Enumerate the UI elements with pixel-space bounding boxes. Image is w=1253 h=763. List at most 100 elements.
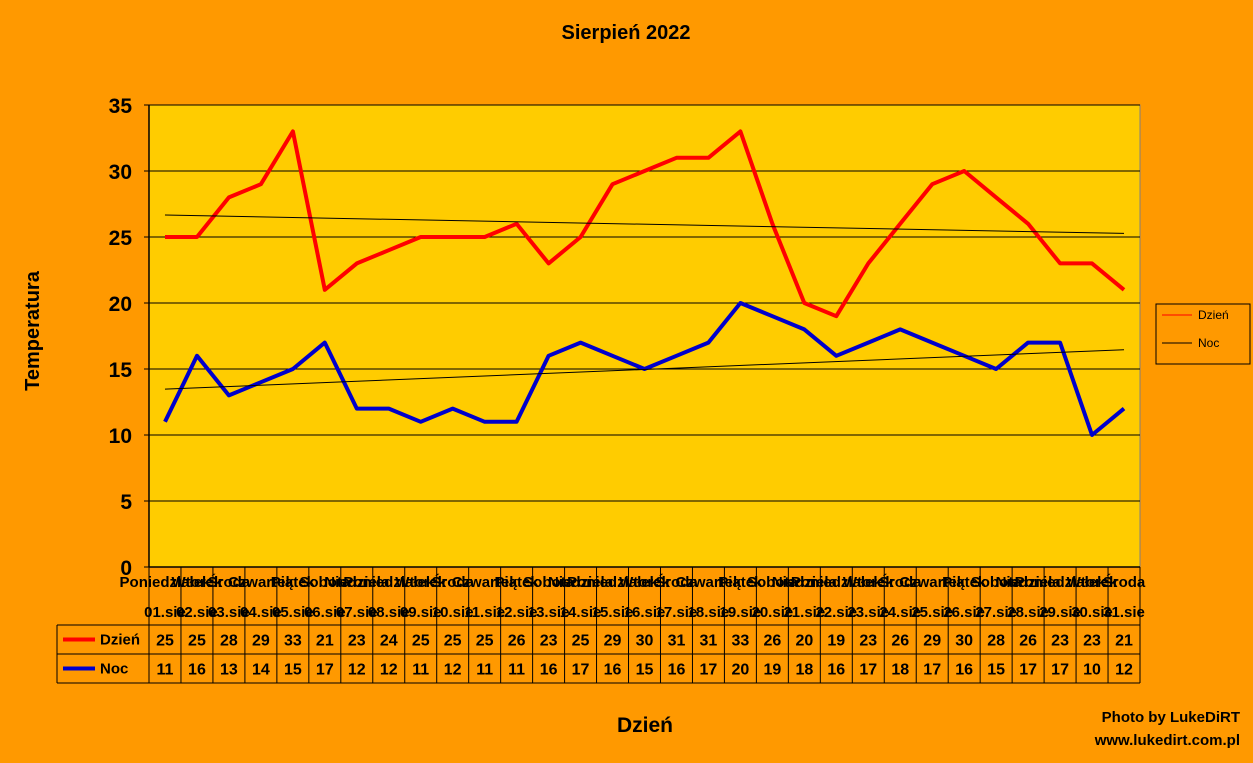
table-cell: 17	[1051, 662, 1069, 679]
table-cell: 23	[1051, 633, 1069, 650]
x-axis-label: Dzień	[617, 714, 673, 737]
x-weekday-label: Wtorek	[843, 574, 894, 591]
table-cell: 26	[763, 633, 781, 650]
table-cell: 17	[700, 662, 718, 679]
x-weekday-label: Poniedziałek	[343, 574, 435, 591]
x-tick-label: 20.sie	[752, 604, 794, 621]
table-cell: 20	[732, 662, 750, 679]
x-weekday-label: Poniedziałek	[791, 574, 883, 591]
x-weekday-label: Poniedziałek	[567, 574, 659, 591]
table-cell: 18	[891, 662, 909, 679]
table-cell: 16	[604, 662, 622, 679]
y-tick-label: 30	[109, 161, 132, 184]
table-cell: 26	[891, 633, 909, 650]
x-tick-label: 27.sie	[975, 604, 1017, 621]
x-tick-label: 23.sie	[847, 604, 889, 621]
x-tick-label: 14.sie	[560, 604, 602, 621]
x-tick-label: 29.sie	[1039, 604, 1081, 621]
x-weekday-label: Poniedziałek	[120, 574, 212, 591]
table-cell: 11	[508, 662, 525, 679]
table-cell: 26	[1019, 633, 1037, 650]
table-cell: 13	[220, 662, 238, 679]
table-series-label: Dzień	[100, 632, 140, 649]
table-cell: 30	[955, 633, 973, 650]
credit-website: www.lukedirt.com.pl	[1094, 732, 1240, 749]
x-weekday-label: Sobota	[299, 574, 350, 591]
y-tick-label: 25	[109, 227, 133, 250]
table-cell: 25	[572, 633, 590, 650]
x-weekday-label: Środa	[208, 573, 251, 591]
table-cell: 16	[188, 662, 206, 679]
table-cell: 18	[795, 662, 813, 679]
table-cell: 25	[444, 633, 462, 650]
x-weekday-label: Niedziela	[772, 574, 838, 591]
table-cell: 12	[348, 662, 366, 679]
table-cell: 23	[540, 633, 558, 650]
y-tick-label: 5	[120, 491, 132, 514]
table-cell: 12	[1115, 662, 1133, 679]
x-tick-label: 11.sie	[464, 604, 505, 621]
x-weekday-label: Wtorek	[1067, 574, 1118, 591]
table-cell: 23	[859, 633, 877, 650]
table-cell: 31	[668, 633, 686, 650]
x-tick-label: 08.sie	[368, 604, 410, 621]
table-cell: 17	[572, 662, 590, 679]
table-cell: 26	[508, 633, 526, 650]
legend	[1155, 303, 1251, 365]
x-tick-label: 03.sie	[208, 604, 250, 621]
x-weekday-label: Piątek	[495, 574, 540, 591]
x-weekday-label: Wtorek	[619, 574, 670, 591]
x-weekday-label: Czwartek	[676, 574, 743, 591]
x-weekday-label: Sobota	[971, 574, 1022, 591]
legend-label: Noc	[1198, 336, 1219, 350]
y-tick-label: 20	[109, 293, 132, 316]
x-weekday-label: Niedziela	[548, 574, 614, 591]
table-cell: 19	[827, 633, 845, 650]
x-weekday-label: Środa	[879, 573, 922, 591]
x-tick-label: 07.sie	[336, 604, 378, 621]
table-cell: 29	[923, 633, 941, 650]
table-cell: 14	[252, 662, 270, 679]
table-cell: 25	[156, 633, 174, 650]
table-cell: 11	[157, 662, 174, 679]
x-tick-label: 21.sie	[783, 604, 825, 621]
table-cell: 16	[540, 662, 558, 679]
table-cell: 19	[763, 662, 781, 679]
x-tick-label: 18.sie	[688, 604, 730, 621]
x-weekday-label: Piątek	[942, 574, 987, 591]
x-weekday-label: Środa	[1103, 573, 1146, 591]
x-tick-label: 28.sie	[1007, 604, 1049, 621]
x-tick-label: 12.sie	[496, 604, 538, 621]
x-tick-label: 31.sie	[1103, 604, 1145, 621]
table-cell: 15	[987, 662, 1005, 679]
table-cell: 20	[795, 633, 813, 650]
x-weekday-label: Sobota	[747, 574, 798, 591]
x-tick-label: 30.sie	[1071, 604, 1113, 621]
table-cell: 17	[1019, 662, 1037, 679]
table-cell: 15	[636, 662, 654, 679]
x-tick-label: 19.sie	[720, 604, 762, 621]
table-cell: 11	[476, 662, 493, 679]
y-tick-label: 15	[109, 359, 133, 382]
x-weekday-label: Wtorek	[172, 574, 223, 591]
x-tick-label: 06.sie	[304, 604, 346, 621]
x-weekday-label: Środa	[655, 573, 698, 591]
credit-photo-by: Photo by LukeDiRT	[1101, 709, 1240, 726]
x-tick-label: 24.sie	[879, 604, 921, 621]
x-tick-label: 04.sie	[240, 604, 282, 621]
table-series-label: Noc	[100, 661, 128, 678]
x-weekday-label: Czwartek	[452, 574, 519, 591]
table-cell: 17	[923, 662, 941, 679]
x-tick-label: 16.sie	[624, 604, 666, 621]
x-weekday-label: Wtorek	[395, 574, 446, 591]
x-weekday-label: Środa	[431, 573, 474, 591]
table-cell: 24	[380, 633, 398, 650]
table-cell: 12	[380, 662, 398, 679]
table-cell: 10	[1083, 662, 1101, 679]
x-tick-label: 02.sie	[176, 604, 218, 621]
table-cell: 25	[412, 633, 430, 650]
table-cell: 28	[987, 633, 1005, 650]
table-cell: 31	[700, 633, 718, 650]
x-tick-label: 17.sie	[656, 604, 698, 621]
